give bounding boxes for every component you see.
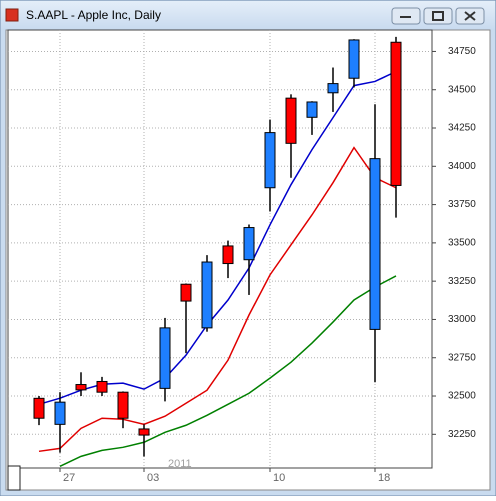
candle-body xyxy=(54,401,66,425)
x-tick-label: 27 xyxy=(63,472,75,484)
candle-body xyxy=(138,428,150,436)
y-tick-label: 33750 xyxy=(448,199,476,210)
y-tick-label: 33000 xyxy=(448,314,476,325)
y-tick-label: 33250 xyxy=(448,276,476,287)
window-title: S.AAPL - Apple Inc, Daily xyxy=(26,8,161,22)
candle-body xyxy=(243,227,255,261)
candle-body xyxy=(285,97,297,144)
year-label: 2011 xyxy=(168,458,192,470)
candle-body xyxy=(201,261,213,329)
x-tick-label: 18 xyxy=(378,472,390,484)
y-tick-label: 32750 xyxy=(448,352,476,363)
candle-body xyxy=(75,384,87,391)
minimize-icon xyxy=(400,16,411,18)
candle-body xyxy=(306,101,318,118)
close-icon xyxy=(464,11,476,21)
moving-average-line xyxy=(59,275,397,467)
candle-body xyxy=(369,158,381,330)
candle-body xyxy=(96,380,108,393)
candle-body xyxy=(180,283,192,302)
candle-body xyxy=(159,327,171,389)
maximize-button[interactable] xyxy=(423,7,453,25)
maximize-icon xyxy=(432,11,444,21)
app-icon xyxy=(5,8,19,22)
candle-body xyxy=(390,41,402,186)
moving-average-line xyxy=(38,146,397,453)
candle-body xyxy=(222,245,234,265)
candle-body xyxy=(33,397,45,419)
y-tick-label: 32250 xyxy=(448,429,476,440)
candle-body xyxy=(327,83,339,94)
y-tick-label: 34750 xyxy=(448,46,476,57)
candle-body xyxy=(264,132,276,189)
scroll-box[interactable] xyxy=(7,465,21,491)
y-tick-label: 34250 xyxy=(448,123,476,134)
candle-body xyxy=(348,39,360,79)
x-tick-label: 03 xyxy=(147,472,159,484)
y-tick-label: 34500 xyxy=(448,84,476,95)
y-tick-label: 34000 xyxy=(448,161,476,172)
x-tick-label: 10 xyxy=(273,472,285,484)
y-tick-label: 32500 xyxy=(448,391,476,402)
plot-area xyxy=(7,29,433,469)
y-tick-label: 33500 xyxy=(448,238,476,249)
candle-body xyxy=(117,391,129,419)
